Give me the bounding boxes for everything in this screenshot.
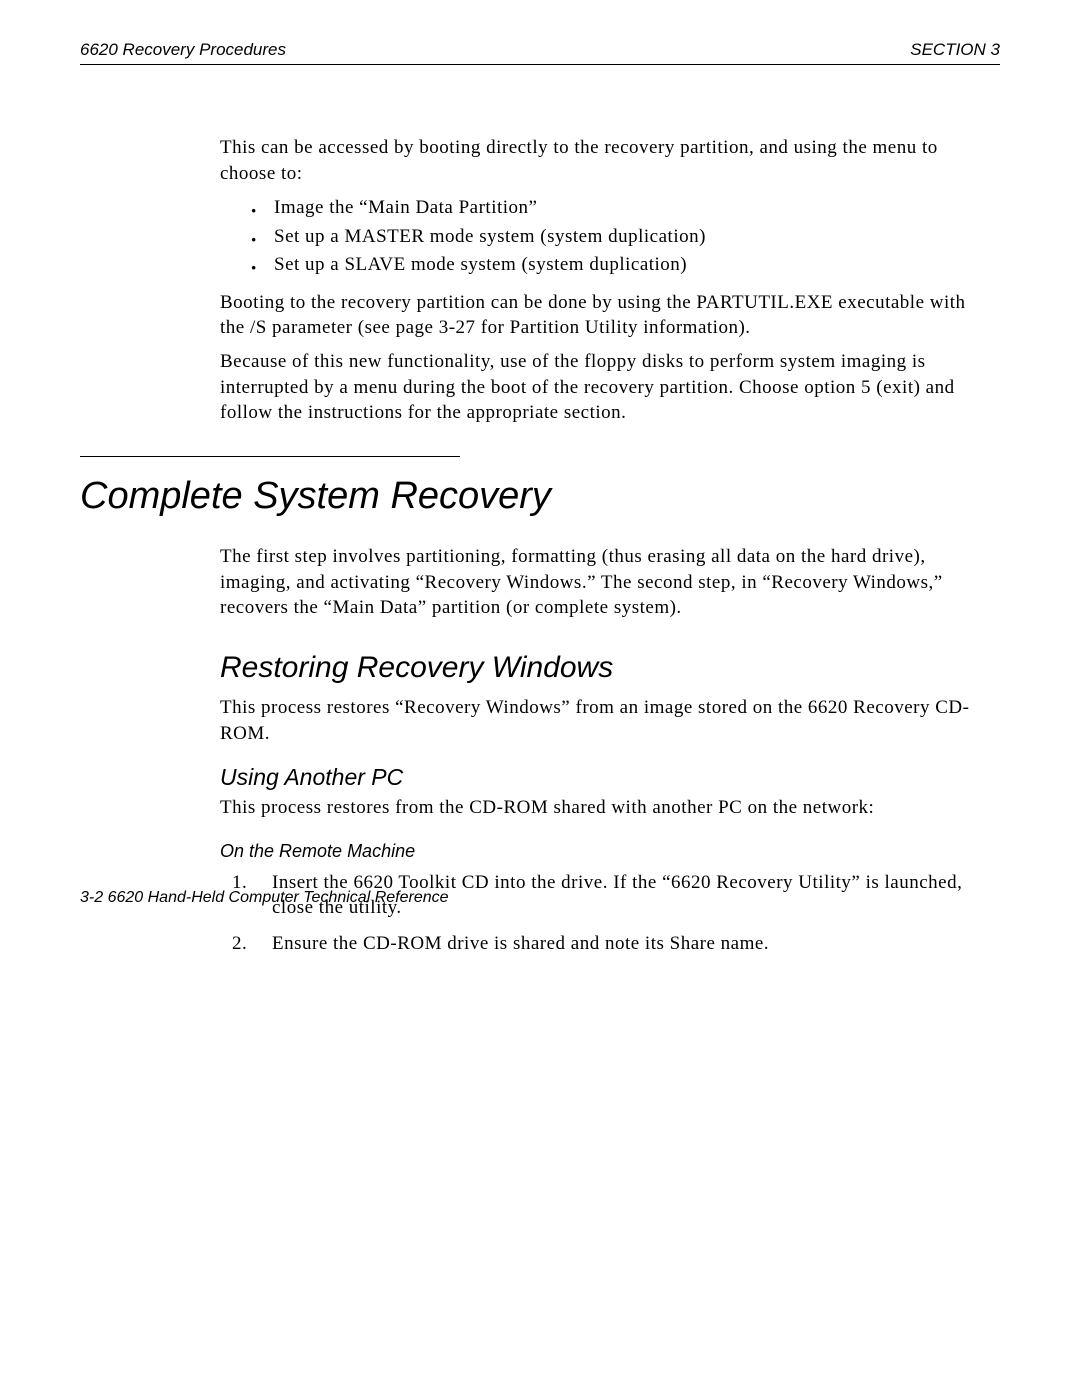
subsubsection-paragraph-1: This process restores from the CD-ROM sh… [220,795,980,821]
header-left: 6620 Recovery Procedures [80,40,286,60]
section-divider [80,456,460,457]
steps-subtitle: On the Remote Machine [220,841,980,862]
list-item: Image the “Main Data Partition” [250,194,980,223]
subsection-title: Restoring Recovery Windows [220,651,980,685]
subsection-paragraph-1: This process restores “Recovery Windows”… [220,695,980,746]
page-footer: 3-2 6620 Hand-Held Computer Technical Re… [80,889,449,907]
header-right: SECTION 3 [910,40,1000,60]
section-paragraph-1: The first step involves partitioning, fo… [220,544,980,621]
intro-paragraph-3: Because of this new functionality, use o… [220,349,980,426]
intro-bullets: Image the “Main Data Partition” Set up a… [250,194,980,280]
list-item: Set up a MASTER mode system (system dupl… [250,223,980,252]
list-item: Ensure the CD-ROM drive is shared and no… [232,931,980,957]
page-header: 6620 Recovery Procedures SECTION 3 [80,40,1000,65]
section-title: Complete System Recovery [80,475,980,518]
intro-paragraph-2: Booting to the recovery partition can be… [220,290,980,341]
steps-list: Insert the 6620 Toolkit CD into the driv… [232,870,980,957]
list-item: Set up a SLAVE mode system (system dupli… [250,251,980,280]
subsubsection-title: Using Another PC [220,764,980,791]
intro-paragraph-1: This can be accessed by booting directly… [220,135,980,186]
page-content: This can be accessed by booting directly… [220,135,980,957]
